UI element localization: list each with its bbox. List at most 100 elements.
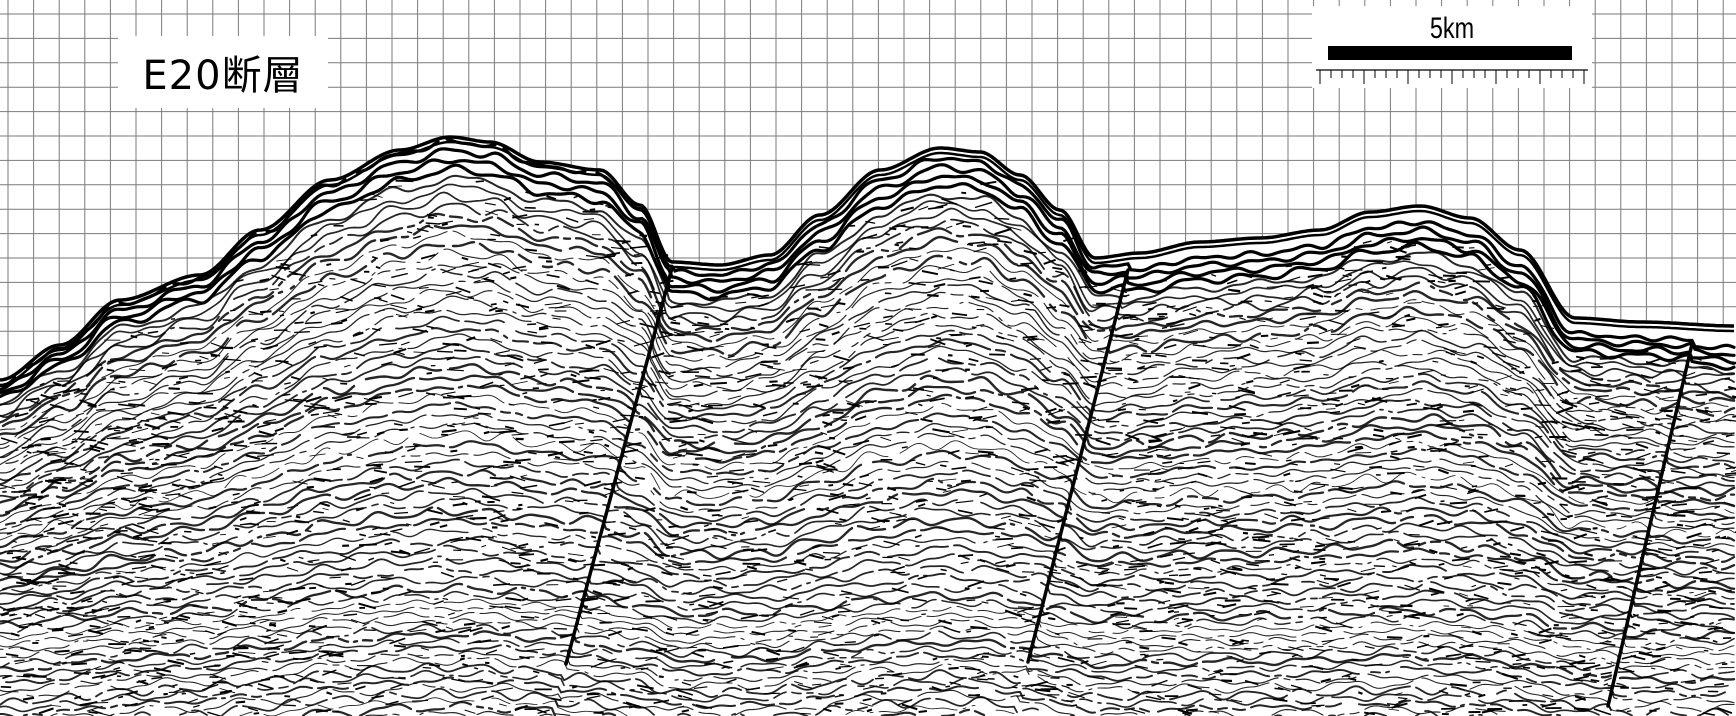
- reflector-noise: [528, 451, 537, 455]
- reflector-noise: [168, 387, 180, 390]
- reflector-noise: [25, 580, 39, 584]
- reflector-noise: [456, 514, 474, 519]
- reflector-noise: [901, 703, 918, 711]
- reflector-noise: [1226, 520, 1237, 525]
- reflector-noise: [1311, 483, 1329, 486]
- reflector-noise: [977, 670, 984, 675]
- reflector-noise: [91, 608, 98, 612]
- reflector-noise: [731, 489, 749, 495]
- reflector-noise: [398, 590, 412, 596]
- reflector-noise: [892, 328, 904, 332]
- reflector-noise: [1061, 685, 1070, 688]
- reflector-noise: [1135, 500, 1147, 504]
- reflector-noise: [322, 508, 329, 511]
- reflector-noise: [1468, 401, 1483, 407]
- reflector-noise: [130, 555, 137, 558]
- reflector-noise: [203, 406, 217, 409]
- reflector-noise: [172, 684, 178, 687]
- reflector-noise: [707, 509, 721, 512]
- reflector-line: [5, 644, 1726, 698]
- reflector-noise: [1622, 423, 1635, 429]
- reflector-noise: [368, 395, 383, 401]
- reflector-noise: [1252, 538, 1271, 543]
- reflector-noise: [1191, 410, 1209, 416]
- reflector-noise: [746, 565, 757, 571]
- reflector-noise: [1534, 404, 1552, 407]
- reflector-noise: [880, 436, 892, 442]
- reflector-noise: [1342, 274, 1349, 278]
- reflector-noise: [86, 705, 103, 712]
- reflector-noise: [146, 435, 158, 441]
- reflector-line: [0, 430, 1735, 541]
- reflector-noise: [822, 413, 830, 417]
- reflector-noise: [61, 459, 67, 463]
- reflector-noise: [1407, 302, 1422, 304]
- reflector-noise: [750, 548, 768, 553]
- reflector-noise: [284, 382, 291, 385]
- reflector-noise: [490, 338, 503, 343]
- reflector-noise: [1372, 433, 1385, 438]
- reflector-noise: [873, 598, 878, 601]
- reflector-noise: [53, 627, 64, 631]
- reflector-noise: [1654, 584, 1671, 590]
- reflector-noise: [139, 405, 146, 407]
- reflector-noise: [766, 649, 781, 656]
- reflector-noise: [1311, 299, 1324, 306]
- reflector-noise: [1124, 607, 1138, 610]
- reflector-noise: [1121, 402, 1126, 405]
- reflector-noise: [1081, 328, 1096, 332]
- reflector-noise: [1579, 528, 1598, 535]
- reflector-noise: [1429, 447, 1443, 450]
- reflector-noise: [80, 468, 87, 472]
- reflector-noise: [1244, 462, 1256, 466]
- reflector-noise: [1313, 548, 1326, 552]
- reflector-noise: [602, 581, 617, 585]
- reflector-noise: [1584, 424, 1598, 430]
- reflector-noise: [156, 507, 171, 513]
- reflector-noise: [1164, 581, 1175, 585]
- reflector-noise: [997, 542, 1014, 548]
- reflector-noise: [1405, 246, 1411, 249]
- reflector-noise: [1467, 488, 1477, 493]
- reflector-noise: [1689, 591, 1694, 594]
- reflector-noise: [957, 509, 973, 515]
- reflector-noise: [1078, 341, 1086, 344]
- reflector-noise: [473, 667, 479, 670]
- reflector-line: [0, 174, 1736, 407]
- reflector-noise: [705, 642, 713, 645]
- reflector-noise: [271, 274, 286, 282]
- reflector-noise: [473, 678, 484, 682]
- reflector-noise: [1601, 473, 1612, 476]
- reflector-noise: [1111, 288, 1127, 294]
- reflector-noise: [1311, 704, 1325, 707]
- reflector-noise: [1454, 283, 1469, 290]
- reflector-noise: [293, 673, 304, 678]
- reflector-noise: [1584, 383, 1591, 387]
- reflector-noise: [337, 682, 352, 685]
- reflector-noise: [544, 522, 559, 527]
- reflector-noise: [1253, 610, 1271, 616]
- reflector-noise: [248, 594, 260, 600]
- reflector-line: [0, 202, 1735, 417]
- reflector-noise: [553, 399, 564, 404]
- reflector-noise: [424, 309, 435, 313]
- reflector-noise: [51, 705, 62, 707]
- reflector-noise: [1579, 357, 1585, 361]
- reflector-noise: [1504, 403, 1519, 407]
- reflector-noise: [1584, 419, 1597, 422]
- reflector-noise: [571, 685, 578, 689]
- reflector-noise: [866, 708, 873, 713]
- reflector-noise: [932, 657, 938, 661]
- reflector-noise: [1318, 326, 1327, 331]
- reflector-noise: [217, 415, 228, 421]
- reflector-noise: [129, 497, 148, 504]
- reflector-noise: [116, 475, 133, 483]
- reflector-noise: [425, 392, 436, 396]
- reflector-noise: [1560, 613, 1573, 619]
- reflector-noise: [120, 640, 129, 643]
- reflector-noise: [359, 533, 367, 537]
- reflector-noise: [1625, 415, 1640, 419]
- reflector-noise: [1519, 370, 1525, 374]
- reflector-noise: [1123, 500, 1132, 505]
- reflector-noise: [12, 540, 17, 543]
